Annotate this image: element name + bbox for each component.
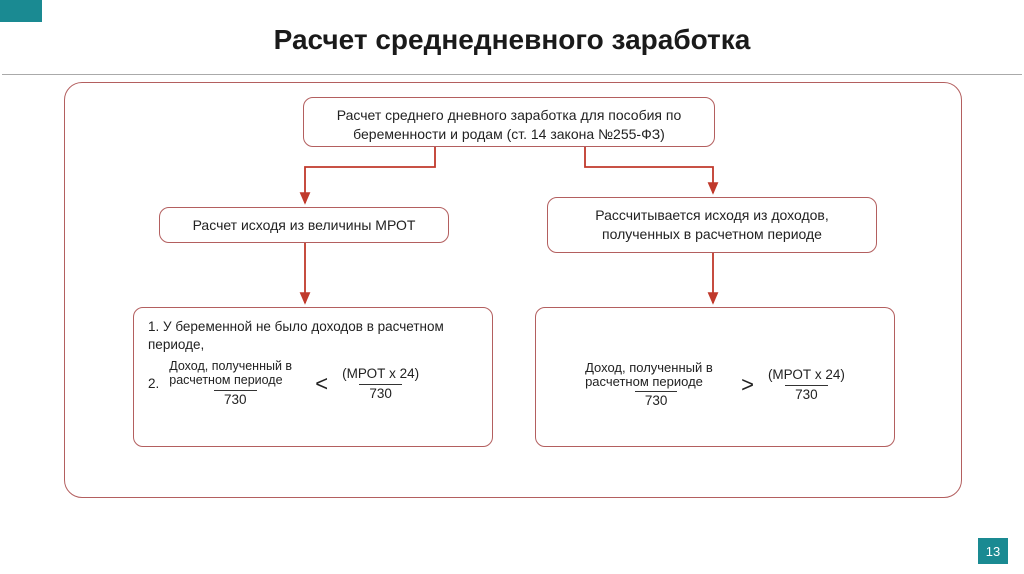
corner-accent [0, 0, 42, 22]
page-number: 13 [986, 544, 1000, 559]
arrow-top-to-left [65, 83, 963, 499]
diagram-frame: Расчет среднего дневного заработка для п… [64, 82, 962, 498]
divider [2, 74, 1022, 75]
page-number-badge: 13 [978, 538, 1008, 564]
page-title: Расчет среднедневного заработка [0, 24, 1024, 56]
